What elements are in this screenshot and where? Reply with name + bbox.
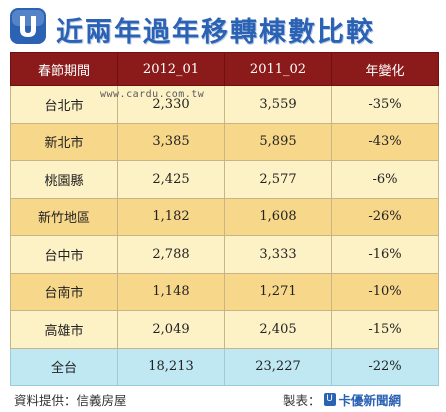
cell-change: -26% <box>331 197 439 236</box>
cell-2012: 3,385 <box>117 122 225 161</box>
cell-2011: 3,559 <box>224 85 332 124</box>
cell-2011: 3,333 <box>224 235 332 274</box>
total-2011: 23,227 <box>224 347 332 386</box>
row-label: 台中市 <box>10 235 118 274</box>
cell-change: -35% <box>331 85 439 124</box>
maker-credit: 製表： U 卡優新聞網 <box>283 390 401 409</box>
header-period: 春節期間 <box>10 52 118 86</box>
cell-2011: 2,405 <box>224 310 332 349</box>
title-bar: 近兩年過年移轉棟數比較 <box>8 4 438 48</box>
cell-change: -6% <box>331 160 439 199</box>
maker-brand: 卡優新聞網 <box>338 393 402 408</box>
watermark-url: www.cardu.com.tw <box>100 89 205 100</box>
cell-2011: 5,895 <box>224 122 332 161</box>
total-label: 全台 <box>10 347 118 386</box>
row-label: 高雄市 <box>10 310 118 349</box>
cell-2012: 2,049 <box>117 310 225 349</box>
table-total-row: 全台 18,213 23,227 -22% <box>10 347 439 386</box>
table-row: 台北市 2,330 3,559 -35% <box>10 85 439 124</box>
cell-2011: 1,608 <box>224 197 332 236</box>
row-label: 新竹地區 <box>10 197 118 236</box>
cell-change: -16% <box>331 235 439 274</box>
cell-change: -10% <box>331 272 439 311</box>
cell-2012: 1,148 <box>117 272 225 311</box>
row-label: 新北市 <box>10 122 118 161</box>
table-row: 新竹地區 1,182 1,608 -26% <box>10 197 439 236</box>
cell-change: -43% <box>331 122 439 161</box>
cell-2011: 1,271 <box>224 272 332 311</box>
header-change: 年變化 <box>331 52 439 86</box>
cardu-mini-logo-icon: U <box>323 393 336 406</box>
cardu-logo-icon <box>10 8 46 44</box>
cell-2011: 2,577 <box>224 160 332 199</box>
cell-change: -15% <box>331 310 439 349</box>
cell-2012: 1,182 <box>117 197 225 236</box>
table-row: 台中市 2,788 3,333 -16% <box>10 235 439 274</box>
table-row: 高雄市 2,049 2,405 -15% <box>10 310 439 349</box>
transfer-comparison-table: 春節期間 2012_01 2011_02 年變化 台北市 2,330 3,559… <box>10 52 439 386</box>
table-row: 桃園縣 2,425 2,577 -6% <box>10 160 439 199</box>
table-header-row: 春節期間 2012_01 2011_02 年變化 <box>10 52 439 86</box>
total-change: -22% <box>331 347 439 386</box>
cell-2012: 2,788 <box>117 235 225 274</box>
cell-2012: 2,425 <box>117 160 225 199</box>
table-row: 台南市 1,148 1,271 -10% <box>10 272 439 311</box>
total-2012: 18,213 <box>117 347 225 386</box>
source-credit: 資料提供：信義房屋 <box>14 393 127 408</box>
row-label: 台南市 <box>10 272 118 311</box>
table-row: 新北市 3,385 5,895 -43% <box>10 122 439 161</box>
row-label: 桃園縣 <box>10 160 118 199</box>
cell-2012: 2,330 <box>117 85 225 124</box>
header-2012: 2012_01 <box>117 52 225 86</box>
maker-label: 製表： <box>283 393 321 408</box>
page-title: 近兩年過年移轉棟數比較 <box>56 17 375 48</box>
header-2011: 2011_02 <box>224 52 332 86</box>
